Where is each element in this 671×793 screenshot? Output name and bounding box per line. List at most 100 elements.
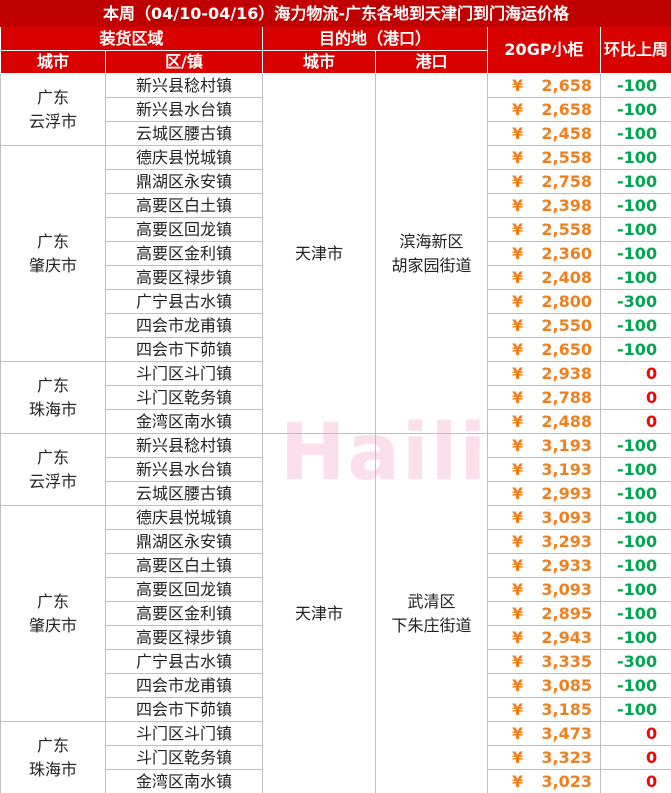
- town-cell: 四会市下茆镇: [105, 337, 263, 362]
- price: 3,023: [541, 771, 592, 791]
- price: 2,408: [541, 267, 592, 287]
- town-cell: 德庆县悦城镇: [105, 505, 263, 530]
- price: 2,488: [541, 411, 592, 431]
- currency: ¥: [512, 171, 524, 191]
- price-cell: ¥3,093: [487, 577, 601, 602]
- town-cell: 金湾区南水镇: [105, 409, 263, 434]
- currency: ¥: [512, 219, 524, 239]
- town-cell: 四会市下茆镇: [105, 697, 263, 722]
- price-cell: ¥2,488: [487, 409, 601, 434]
- city-line: 肇庆市: [28, 615, 77, 635]
- price: 3,293: [541, 531, 592, 551]
- data-row: 广东 云浮市 新兴县稔村镇 天津市 武清区 下朱庄街道 ¥3,193 -100: [0, 433, 671, 793]
- change-cell: -100: [599, 481, 671, 506]
- currency: ¥: [512, 147, 524, 167]
- port-line: 下朱庄街道: [391, 615, 472, 635]
- price-cell: ¥3,473: [487, 721, 601, 746]
- currency: ¥: [512, 363, 524, 383]
- town-cell: 斗门区斗门镇: [105, 361, 263, 386]
- header-cell: 区/镇: [105, 50, 263, 74]
- town-cell: 高要区金利镇: [105, 601, 263, 626]
- data-row: 高要区白土镇 ¥2,398 -100: [1, 193, 671, 218]
- change-cell: -100: [599, 217, 671, 242]
- header-cell: 城市: [0, 50, 106, 74]
- price-cell: ¥3,093: [487, 505, 601, 530]
- port-line: 胡家园街道: [391, 255, 472, 275]
- data-row: 鼎湖区永安镇 ¥2,758 -100: [1, 169, 671, 194]
- currency: ¥: [512, 315, 524, 335]
- data-row: 鼎湖区永安镇 ¥3,293 -100: [1, 529, 671, 554]
- currency: ¥: [512, 747, 524, 767]
- town-cell: 鼎湖区永安镇: [105, 529, 263, 554]
- town-cell: 斗门区乾务镇: [105, 385, 263, 410]
- currency: ¥: [512, 555, 524, 575]
- data-row: 广宁县古水镇 ¥3,335 -300: [1, 649, 671, 674]
- price-cell: ¥2,658: [487, 97, 601, 122]
- price-cell: ¥2,993: [487, 481, 601, 506]
- price-cell: ¥2,558: [487, 217, 601, 242]
- town-cell: 高要区金利镇: [105, 241, 263, 266]
- change-cell: -100: [599, 241, 671, 266]
- town-cell: 高要区禄步镇: [105, 625, 263, 650]
- change-cell: -100: [599, 457, 671, 482]
- change-cell: 0: [599, 409, 671, 434]
- data-row: 云城区腰古镇 ¥2,993 -100: [1, 481, 671, 506]
- data-row: 广东 肇庆市 德庆县悦城镇 ¥3,093 -100: [0, 505, 671, 722]
- change-cell: -300: [599, 289, 671, 314]
- change-cell: -100: [599, 577, 671, 602]
- data-row: 四会市下茆镇 ¥3,185 -100: [1, 697, 671, 722]
- town-cell: 新兴县稔村镇: [105, 73, 263, 98]
- change-cell: -100: [599, 265, 671, 290]
- currency: ¥: [512, 483, 524, 503]
- price: 2,943: [541, 627, 592, 647]
- currency: ¥: [512, 459, 524, 479]
- city-line: 珠海市: [28, 399, 77, 419]
- price-cell: ¥3,335: [487, 649, 601, 674]
- change-cell: 0: [599, 745, 671, 770]
- currency: ¥: [512, 651, 524, 671]
- change-cell: -100: [599, 121, 671, 146]
- currency: ¥: [512, 75, 524, 95]
- city-line: 广东: [36, 591, 69, 611]
- price: 2,800: [541, 291, 592, 311]
- currency: ¥: [512, 435, 524, 455]
- currency: ¥: [512, 243, 524, 263]
- data-row: 高要区白土镇 ¥2,933 -100: [1, 553, 671, 578]
- city-line: 肇庆市: [28, 255, 77, 275]
- change-cell: 0: [599, 385, 671, 410]
- data-row: 云城区腰古镇 ¥2,458 -100: [1, 121, 671, 146]
- price: 2,758: [541, 171, 592, 191]
- town-cell: 高要区回龙镇: [105, 577, 263, 602]
- header-cell: 城市: [262, 50, 376, 74]
- price: 2,895: [541, 603, 592, 623]
- title-row: 本周（04/10-04/16）海力物流-广东各地到天津门到门海运价格: [0, 0, 671, 27]
- price: 2,398: [541, 195, 592, 215]
- city-line: 云浮市: [28, 471, 77, 491]
- port-line: 滨海新区: [399, 231, 464, 251]
- dest-city-cell: 天津市: [262, 73, 376, 434]
- town-cell: 四会市龙甫镇: [105, 313, 263, 338]
- city-cell: 广东 云浮市: [0, 73, 106, 146]
- price-cell: ¥2,360: [487, 241, 601, 266]
- currency: ¥: [512, 603, 524, 623]
- header-row: 装货区域 目的地（港口） 20GP小柜 环比上周: [0, 26, 671, 74]
- port-line: 武清区: [407, 591, 456, 611]
- data-row: 高要区禄步镇 ¥2,408 -100: [1, 265, 671, 290]
- change-cell: -100: [599, 73, 671, 98]
- data-row: 高要区金利镇 ¥2,895 -100: [1, 601, 671, 626]
- price: 2,658: [541, 75, 592, 95]
- price: 3,085: [541, 675, 592, 695]
- data-row: 新兴县水台镇 ¥2,658 -100: [1, 97, 671, 122]
- town-cell: 广宁县古水镇: [105, 649, 263, 674]
- price: 3,185: [541, 699, 592, 719]
- price: 3,093: [541, 579, 592, 599]
- data-row: 金湾区南水镇 ¥2,488 0: [1, 409, 671, 434]
- price-cell: ¥3,293: [487, 529, 601, 554]
- town-cell: 德庆县悦城镇: [105, 145, 263, 170]
- price: 2,360: [541, 243, 592, 263]
- data-row: 广东 云浮市 新兴县稔村镇 天津市 滨海新区 胡家园街道 ¥2,658 -100: [0, 73, 671, 434]
- price-cell: ¥2,398: [487, 193, 601, 218]
- city-line: 广东: [36, 87, 69, 107]
- currency: ¥: [512, 627, 524, 647]
- city-cell: 广东 云浮市: [0, 433, 106, 506]
